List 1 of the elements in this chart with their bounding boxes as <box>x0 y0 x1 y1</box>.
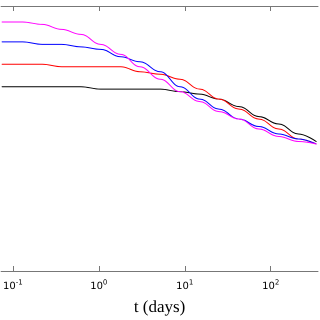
x-axis-title: t (days) <box>134 297 186 316</box>
